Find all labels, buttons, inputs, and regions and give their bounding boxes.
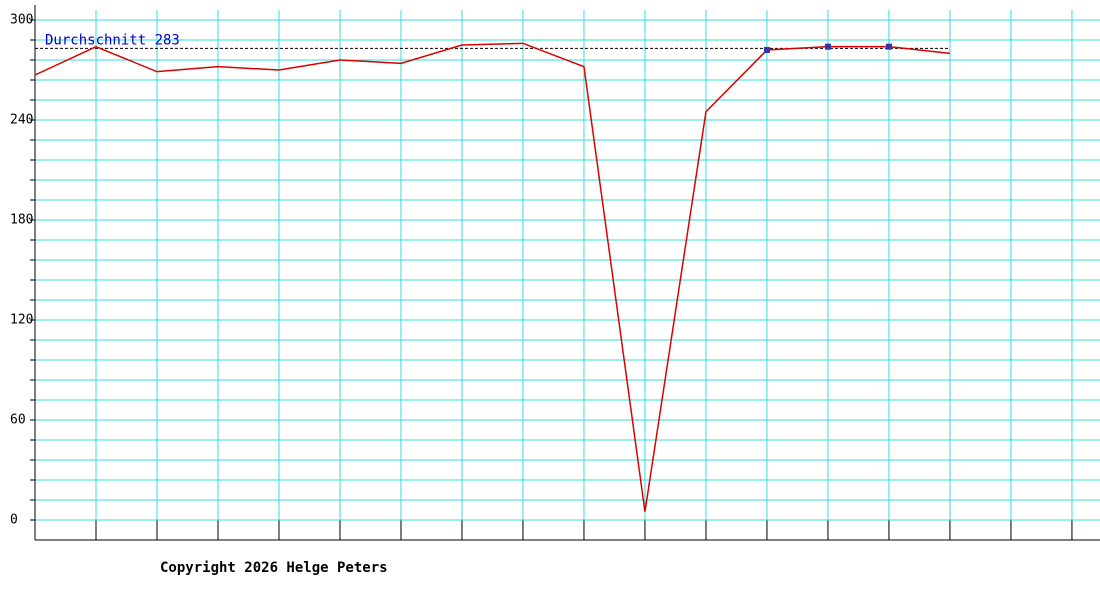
y-tick-label: 180	[10, 213, 33, 228]
y-tick-label: 240	[10, 113, 33, 128]
y-tick-label: 300	[10, 13, 33, 28]
data-marker	[885, 43, 892, 50]
data-line	[34, 42, 951, 512]
data-marker	[763, 47, 770, 53]
y-tick-label: 120	[10, 313, 33, 328]
y-tick-label: 0	[10, 513, 18, 528]
data-marker	[824, 43, 831, 50]
average-label: Durchschnitt 283	[45, 32, 180, 48]
y-tick-label: 60	[10, 413, 26, 428]
footer: Copyright 2026 Helge Peters	[160, 560, 388, 576]
